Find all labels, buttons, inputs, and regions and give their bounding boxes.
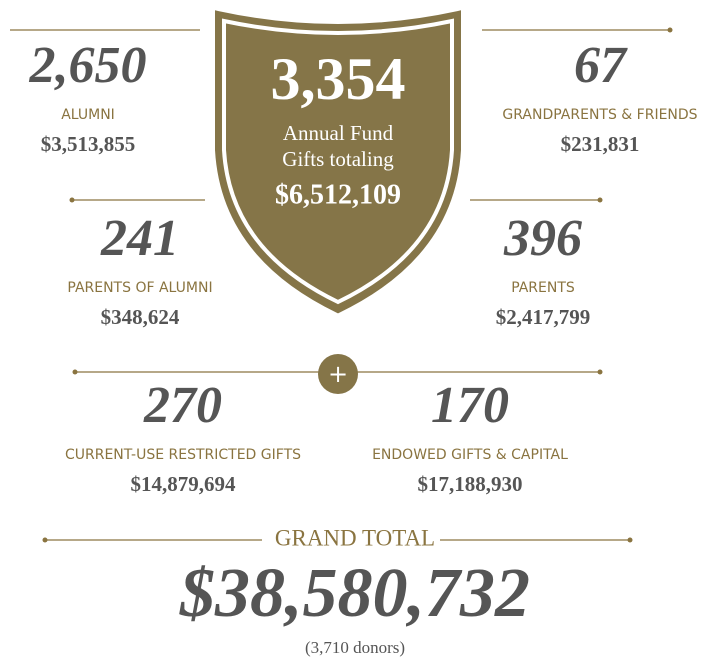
dot: [69, 197, 75, 203]
group-amount: $17,188,930: [418, 472, 523, 496]
group-amount: $14,879,694: [131, 472, 237, 496]
group-label: PARENTS: [511, 280, 575, 296]
dot: [667, 27, 673, 33]
dot: [72, 369, 78, 375]
rules: [10, 27, 673, 543]
grand-total-label: GRAND TOTAL: [275, 525, 435, 550]
group-label: ENDOWED GIFTS & CAPITAL: [372, 447, 568, 463]
shield-amount: $6,512,109: [275, 179, 401, 210]
groups: 2,650 ALUMNI $3,513,855 67 GRANDPARENTS & FR…: [29, 37, 698, 496]
dot: [597, 369, 603, 375]
group-amount: $348,624: [101, 305, 180, 329]
group-count: 270: [143, 377, 222, 434]
group-label: ALUMNI: [61, 107, 115, 123]
donors: (3,710 donors): [305, 638, 405, 657]
shield-line: Annual Fund: [283, 121, 394, 145]
shield-count: 3,354: [271, 46, 406, 112]
dot: [42, 537, 48, 543]
group-count: 396: [503, 210, 582, 267]
group-count: 170: [431, 377, 509, 434]
shield-border: [222, 18, 454, 305]
plus-circle: [318, 354, 358, 394]
group-amount: $231,831: [561, 132, 640, 156]
grand-total-amount: $38,580,732: [179, 555, 530, 632]
group-count: 2,650: [29, 37, 147, 94]
group-label: CURRENT-USE RESTRICTED GIFTS: [65, 447, 301, 463]
group-count: 67: [574, 37, 628, 94]
dot: [597, 197, 603, 203]
group-amount: $2,417,799: [496, 305, 591, 329]
dot: [627, 537, 633, 543]
plus-sign: +: [328, 360, 348, 388]
group-label: GRANDPARENTS & FRIENDS: [502, 107, 697, 123]
group-count: 241: [100, 210, 179, 267]
group-label: PARENTS OF ALUMNI: [67, 280, 212, 296]
group-amount: $3,513,855: [41, 132, 136, 156]
shield-line: Gifts totaling: [282, 147, 394, 171]
